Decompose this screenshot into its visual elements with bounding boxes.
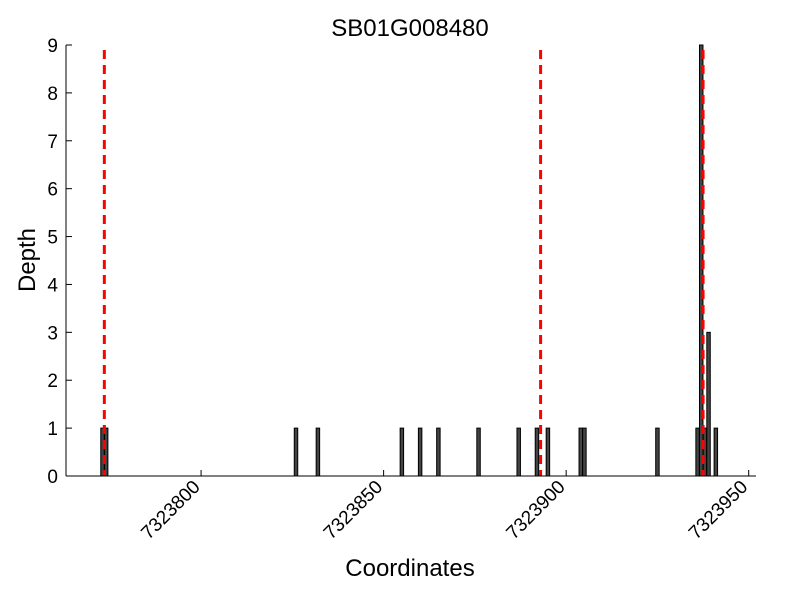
x-tick-label-7323850: 7323850 [320, 477, 387, 544]
depth-bar-18 [713, 427, 719, 477]
y-tick-label-8: 8 [47, 84, 58, 105]
depth-bar-0 [100, 427, 105, 477]
x-tick-label-7323800: 7323800 [137, 477, 204, 544]
depth-bar-6 [436, 427, 441, 477]
depth-bar-10 [545, 427, 551, 477]
y-tick-label-0: 0 [47, 467, 58, 488]
y-tick-label-2: 2 [47, 371, 58, 392]
y-tick-label-7: 7 [47, 132, 58, 153]
depth-bar-9 [534, 427, 540, 477]
depth-bar-5 [417, 427, 423, 477]
markers-group [102, 50, 705, 476]
y-axis-label: Depth [14, 228, 41, 292]
depth-bar-2 [293, 427, 299, 477]
y-tick-label-5: 5 [47, 228, 58, 249]
y-tick-label-6: 6 [47, 180, 58, 201]
depth-bar-16 [702, 427, 708, 477]
x-tick-label-7323950: 7323950 [685, 477, 752, 544]
depth-bar-14 [695, 427, 700, 477]
y-tick-label-9: 9 [47, 36, 58, 57]
depth-bar-12 [582, 427, 587, 477]
depth-bar-1 [103, 427, 109, 477]
depth-bar-8 [516, 427, 521, 477]
x-tick-label-7323900: 7323900 [503, 477, 570, 544]
depth-bar-17 [706, 331, 711, 477]
chart-title: SB01G008480 [331, 15, 488, 42]
bars-group [100, 44, 719, 477]
y-tick-label-1: 1 [47, 419, 58, 440]
depth-bar-7 [476, 427, 481, 477]
depth-bar-4 [399, 427, 405, 477]
x-axis-label: Coordinates [345, 555, 474, 582]
depth-bar-11 [578, 427, 583, 477]
y-tick-label-3: 3 [47, 323, 58, 344]
depth-bar-3 [315, 427, 321, 477]
y-tick-label-4: 4 [47, 275, 58, 296]
depth-bar-13 [655, 427, 660, 477]
